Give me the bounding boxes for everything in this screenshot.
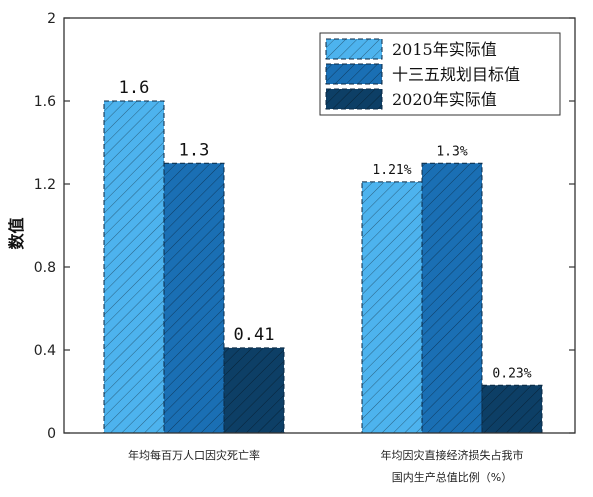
data-label: 1.6	[119, 78, 150, 98]
legend-label: 2015年实际值	[392, 40, 497, 59]
bar-hatch	[361, 181, 423, 434]
y-axis-label: 数值	[7, 217, 26, 249]
y-tick-label: 0.8	[34, 260, 56, 276]
y-tick-label: 2	[47, 11, 56, 27]
data-label: 1.21%	[372, 163, 411, 178]
x-category-label: 年均因灾直接经济损失占我市	[381, 448, 524, 462]
bar-hatch	[103, 100, 165, 434]
data-label: 1.3	[179, 140, 210, 160]
legend-swatch-hatch	[325, 63, 383, 85]
bar-hatch	[223, 347, 285, 434]
x-category-label: 国内生产总值比例（%）	[392, 470, 512, 484]
plot-frame	[63, 17, 576, 434]
legend-label: 2020年实际值	[392, 90, 497, 109]
bar-hatch	[421, 162, 483, 434]
legend-swatch-hatch	[325, 88, 383, 110]
x-category-label: 年均每百万人口因灾死亡率	[128, 448, 260, 462]
data-label: 1.3%	[436, 144, 467, 159]
bar-hatch	[481, 384, 543, 434]
data-label: 0.41	[234, 325, 275, 345]
y-tick-label: 0	[47, 426, 56, 442]
y-tick-label: 1.2	[34, 177, 56, 193]
bar-hatch	[163, 162, 225, 434]
data-label: 0.23%	[492, 366, 531, 381]
legend-swatch-hatch	[325, 38, 383, 60]
y-tick-label: 0.4	[34, 343, 56, 359]
legend-label: 十三五规划目标值	[392, 65, 520, 84]
y-tick-label: 1.6	[34, 94, 56, 110]
